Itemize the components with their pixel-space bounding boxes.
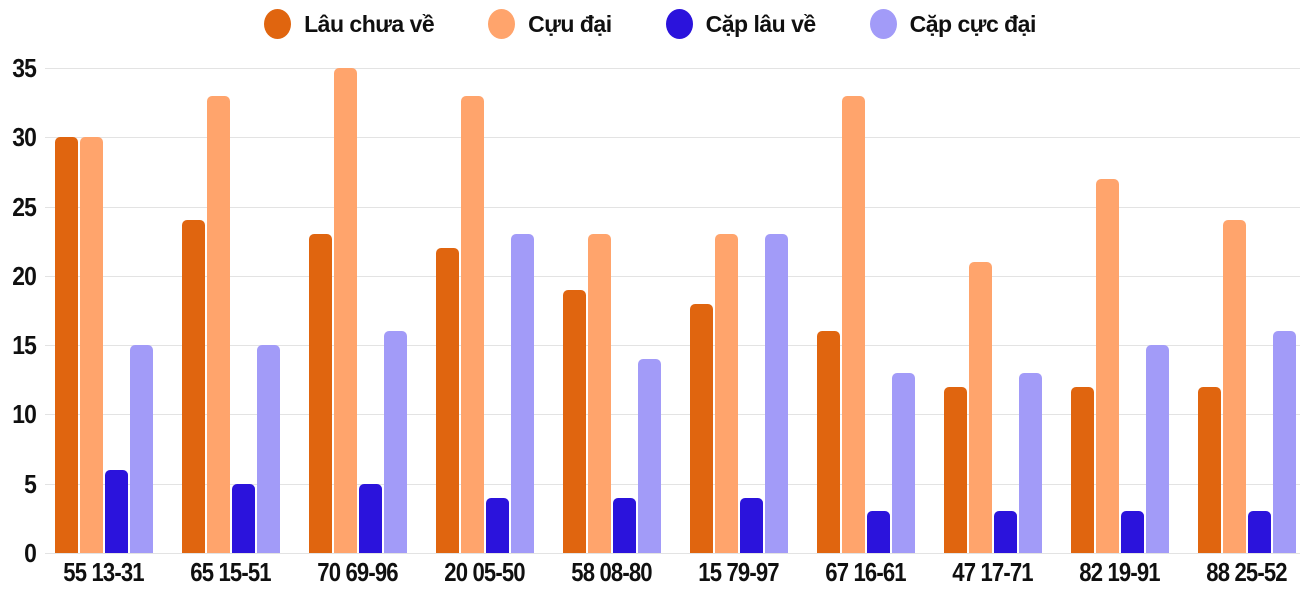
bar-cap-cuc-ai <box>637 359 661 553</box>
x-axis-label-70-69-96: 70 69-96 <box>317 557 398 587</box>
bar-cap-cuc-ai <box>256 345 280 553</box>
bar-group-20-05-50 <box>421 68 548 553</box>
bar-group-47-17-71 <box>929 68 1056 553</box>
bar-cap-cuc-ai <box>1145 345 1169 553</box>
bar-cuu-ai <box>460 96 484 553</box>
legend-swatch-icon <box>264 9 292 39</box>
gridline-15 <box>45 345 1300 347</box>
y-axis-label-5: 5 <box>24 468 37 499</box>
legend-item-cap-cuc-ai[interactable]: Cặp cực đại <box>869 9 1037 39</box>
bar-cap-cuc-ai <box>510 234 534 553</box>
x-axis-label-20-05-50: 20 05-50 <box>444 557 525 587</box>
bar-cap-lau-ve <box>739 498 763 553</box>
bar-lau-chua-ve <box>943 387 967 553</box>
bar-cuu-ai <box>1222 220 1246 553</box>
bar-cap-cuc-ai <box>1018 373 1042 553</box>
gridline-25 <box>45 206 1300 208</box>
y-axis-label-0: 0 <box>24 538 37 568</box>
gridline-0 <box>45 553 1300 554</box>
gridline-35 <box>45 68 1300 69</box>
gridline-5 <box>45 483 1300 485</box>
legend-item-lau-chua-ve[interactable]: Lâu chưa về <box>264 9 435 39</box>
bar-group-88-25-52 <box>1183 68 1300 553</box>
bar-cap-lau-ve <box>612 498 636 553</box>
bar-cap-lau-ve <box>1120 511 1144 553</box>
x-axis-label-15-79-97: 15 79-97 <box>698 557 779 587</box>
x-axis-label-55-13-31: 55 13-31 <box>63 557 144 587</box>
bar-cuu-ai <box>714 234 738 553</box>
bar-cuu-ai <box>841 96 865 553</box>
bars-area <box>40 68 1300 553</box>
bar-cap-cuc-ai <box>1272 331 1296 553</box>
bar-cap-lau-ve <box>993 511 1017 553</box>
bar-cap-lau-ve <box>104 470 128 553</box>
bar-group-58-08-80 <box>548 68 675 553</box>
bar-lau-chua-ve <box>181 220 205 553</box>
legend-item-cap-lau-ve[interactable]: Cặp lâu về <box>665 9 817 39</box>
x-axis-label-58-08-80: 58 08-80 <box>571 557 652 587</box>
bar-group-70-69-96 <box>294 68 421 553</box>
y-axis-label-35: 35 <box>12 53 37 83</box>
x-axis-label-88-25-52: 88 25-52 <box>1206 557 1287 587</box>
bar-cap-cuc-ai <box>764 234 788 553</box>
y-axis-label-20: 20 <box>12 260 37 291</box>
bar-lau-chua-ve <box>1197 387 1221 553</box>
bar-cap-lau-ve <box>866 511 890 553</box>
bar-lau-chua-ve <box>435 248 459 553</box>
bar-cap-lau-ve <box>1247 511 1271 553</box>
bar-group-15-79-97 <box>675 68 802 553</box>
x-axis-label-65-15-51: 65 15-51 <box>190 557 271 587</box>
x-axis: 55 13-31 65 15-51 70 69-96 20 05-50 58 08-80… <box>40 557 1300 588</box>
bar-lau-chua-ve <box>54 137 78 553</box>
bar-cap-cuc-ai <box>129 345 153 553</box>
bar-cuu-ai <box>79 137 103 553</box>
x-axis-label-67-16-61: 67 16-61 <box>825 557 906 587</box>
legend-label: Cặp cực đại <box>909 10 1037 37</box>
y-axis-label-10: 10 <box>12 399 37 430</box>
x-axis-label-82-19-91: 82 19-91 <box>1079 557 1160 587</box>
legend: Lâu chưa về Cựu đại Cặp lâu về Cặp cực đại <box>0 2 1300 46</box>
x-axis-label-47-17-71: 47 17-71 <box>952 557 1033 587</box>
bar-cuu-ai <box>968 262 992 553</box>
bar-cap-lau-ve <box>485 498 509 553</box>
bar-cap-lau-ve <box>231 484 255 553</box>
gridline-20 <box>45 275 1300 277</box>
legend-label: Lâu chưa về <box>304 10 435 37</box>
gridline-10 <box>45 414 1300 416</box>
bar-cap-cuc-ai <box>383 331 407 553</box>
gridline-30 <box>45 137 1300 139</box>
bar-lau-chua-ve <box>1070 387 1094 553</box>
legend-label: Cặp lâu về <box>705 10 817 37</box>
bar-group-67-16-61 <box>802 68 929 553</box>
bar-cuu-ai <box>206 96 230 553</box>
bar-group-65-15-51 <box>167 68 294 553</box>
bar-cuu-ai <box>1095 179 1119 553</box>
bar-lau-chua-ve <box>689 304 713 553</box>
legend-swatch-icon <box>869 9 897 39</box>
legend-swatch-icon <box>488 9 516 39</box>
bar-lau-chua-ve <box>816 331 840 553</box>
legend-swatch-icon <box>665 9 693 39</box>
bar-cuu-ai <box>587 234 611 553</box>
bar-lau-chua-ve <box>308 234 332 553</box>
y-axis-label-25: 25 <box>12 191 37 222</box>
bar-cap-cuc-ai <box>891 373 915 553</box>
legend-item-cuu-ai[interactable]: Cựu đại <box>488 9 612 39</box>
legend-label: Cựu đại <box>528 10 612 37</box>
y-axis-label-15: 15 <box>12 330 37 361</box>
bar-lau-chua-ve <box>562 290 586 553</box>
bar-group-82-19-91 <box>1056 68 1183 553</box>
y-axis-label-30: 30 <box>12 122 37 153</box>
bar-cap-lau-ve <box>358 484 382 553</box>
bar-group-55-13-31 <box>40 68 167 553</box>
bar-cuu-ai <box>333 68 357 553</box>
